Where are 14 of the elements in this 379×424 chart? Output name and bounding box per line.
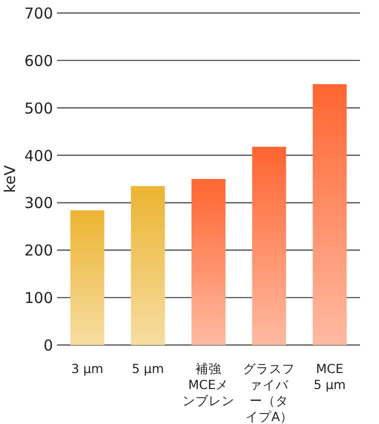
y-tick-label: 400 — [24, 146, 53, 165]
x-tick-label: 補強MCEメンブレン — [181, 361, 236, 409]
y-tick-label: 0 — [43, 336, 53, 354]
y-tick-label: 100 — [24, 289, 53, 308]
y-axis-title: keV — [1, 164, 19, 193]
y-tick-label: 700 — [24, 4, 53, 22]
x-tick-label: グラスファイバー（タイプA） — [242, 361, 296, 424]
y-tick-label: 200 — [24, 242, 53, 260]
y-tick-label: 500 — [24, 99, 53, 118]
y-tick-label: 300 — [24, 194, 53, 212]
y-tick-label: 600 — [24, 52, 53, 70]
x-tick-label: 5 μm — [130, 361, 165, 377]
x-tick-label: MCE 5 μm — [312, 361, 347, 393]
x-tick-label: 3 μm — [70, 361, 104, 377]
